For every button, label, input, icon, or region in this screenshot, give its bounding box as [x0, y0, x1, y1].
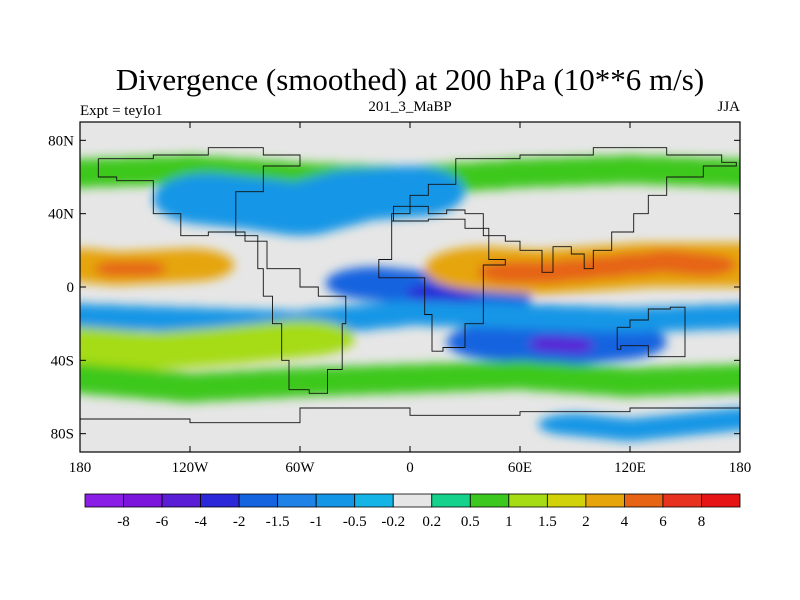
subtitle-right: JJA — [717, 99, 740, 115]
colorbar-swatch — [238, 493, 279, 508]
colorbar-label: 0.5 — [461, 514, 480, 530]
colorbar-swatch — [662, 493, 702, 508]
colorbar-label: 1 — [505, 514, 513, 530]
x-tick-label: 180 — [69, 460, 92, 476]
colorbar-label: 2 — [582, 514, 590, 530]
colorbar-swatch — [469, 493, 510, 508]
field-cell — [146, 248, 234, 282]
field-region — [153, 166, 465, 236]
colorbar: -8 -6 -4 -2 -1.5 -1 -0.5 -0.2 0.2 0.5 1 1.5 2 4 6 8 — [84, 493, 741, 530]
colorbar-swatch — [546, 493, 587, 508]
colorbar-label: 0.2 — [422, 514, 441, 530]
field-region — [529, 336, 594, 353]
subtitle-center: 201_3_MaBP — [368, 99, 451, 115]
field-region — [538, 408, 740, 441]
colorbar-swatch — [200, 493, 240, 508]
subtitle-left: Expt = teyIo1 — [80, 103, 163, 119]
colorbar-swatch — [161, 493, 201, 508]
y-axis: 80N 40N 0 40S 80S — [48, 133, 740, 443]
coastline-path — [616, 306, 686, 358]
colorbar-swatch — [123, 493, 163, 508]
colorbar-label: -2 — [233, 514, 246, 530]
colorbar-label: -1 — [310, 514, 323, 530]
colorbar-swatch — [624, 493, 664, 508]
x-tick-label: 60W — [285, 460, 315, 476]
field-region — [80, 360, 740, 403]
colorbar-swatch — [84, 493, 124, 508]
y-tick-label: 40N — [48, 207, 74, 223]
field-cell — [692, 364, 740, 394]
colorbar-label: -6 — [156, 514, 169, 530]
colorbar-label: -8 — [117, 514, 130, 530]
y-tick-label: 0 — [67, 280, 75, 296]
colorbar-label: 1.5 — [538, 514, 557, 530]
x-axis: 180 120W 60W 0 60E 120E 180 — [69, 122, 752, 476]
field-cell — [245, 320, 355, 357]
x-tick-label: 180 — [729, 460, 752, 476]
colorbar-swatch — [315, 493, 356, 508]
colorbar-label: 8 — [698, 514, 706, 530]
x-tick-label: 120W — [172, 460, 210, 476]
y-tick-label: 80N — [48, 133, 74, 149]
coastline-path — [80, 407, 740, 424]
colorbar-label: -4 — [194, 514, 207, 530]
y-tick-label: 80S — [51, 427, 74, 443]
field-cell — [699, 303, 740, 330]
colorbar-swatch — [354, 493, 394, 508]
colorbar-label: -1.5 — [266, 514, 290, 530]
field-cell — [355, 166, 465, 218]
x-tick-label: 0 — [406, 460, 414, 476]
coastline-path — [378, 218, 506, 352]
x-tick-label: 120E — [614, 460, 646, 476]
y-tick-label: 40S — [51, 353, 74, 369]
colorbar-swatch — [585, 493, 625, 508]
colorbar-swatch — [277, 493, 317, 508]
colorbar-label: -0.2 — [381, 514, 405, 530]
field-cell — [703, 408, 740, 430]
colorbar-label: -0.5 — [343, 514, 367, 530]
colorbar-label: 6 — [659, 514, 667, 530]
coastline — [80, 147, 740, 424]
colorbar-swatch — [701, 493, 741, 508]
x-tick-label: 60E — [508, 460, 532, 476]
field-region — [94, 261, 167, 276]
coastline-path — [391, 147, 737, 273]
colorbar-swatch — [431, 493, 471, 508]
field-cell — [122, 261, 167, 276]
chart-title: Divergence (smoothed) at 200 hPa (10**6 … — [116, 62, 704, 97]
coastline-path — [97, 147, 347, 394]
colorbar-swatch — [392, 493, 433, 508]
field-cell — [556, 338, 594, 353]
colorbar-label: 4 — [621, 514, 629, 530]
field-cell — [670, 254, 737, 276]
colorbar-swatch — [508, 493, 548, 508]
field-region — [446, 323, 667, 364]
